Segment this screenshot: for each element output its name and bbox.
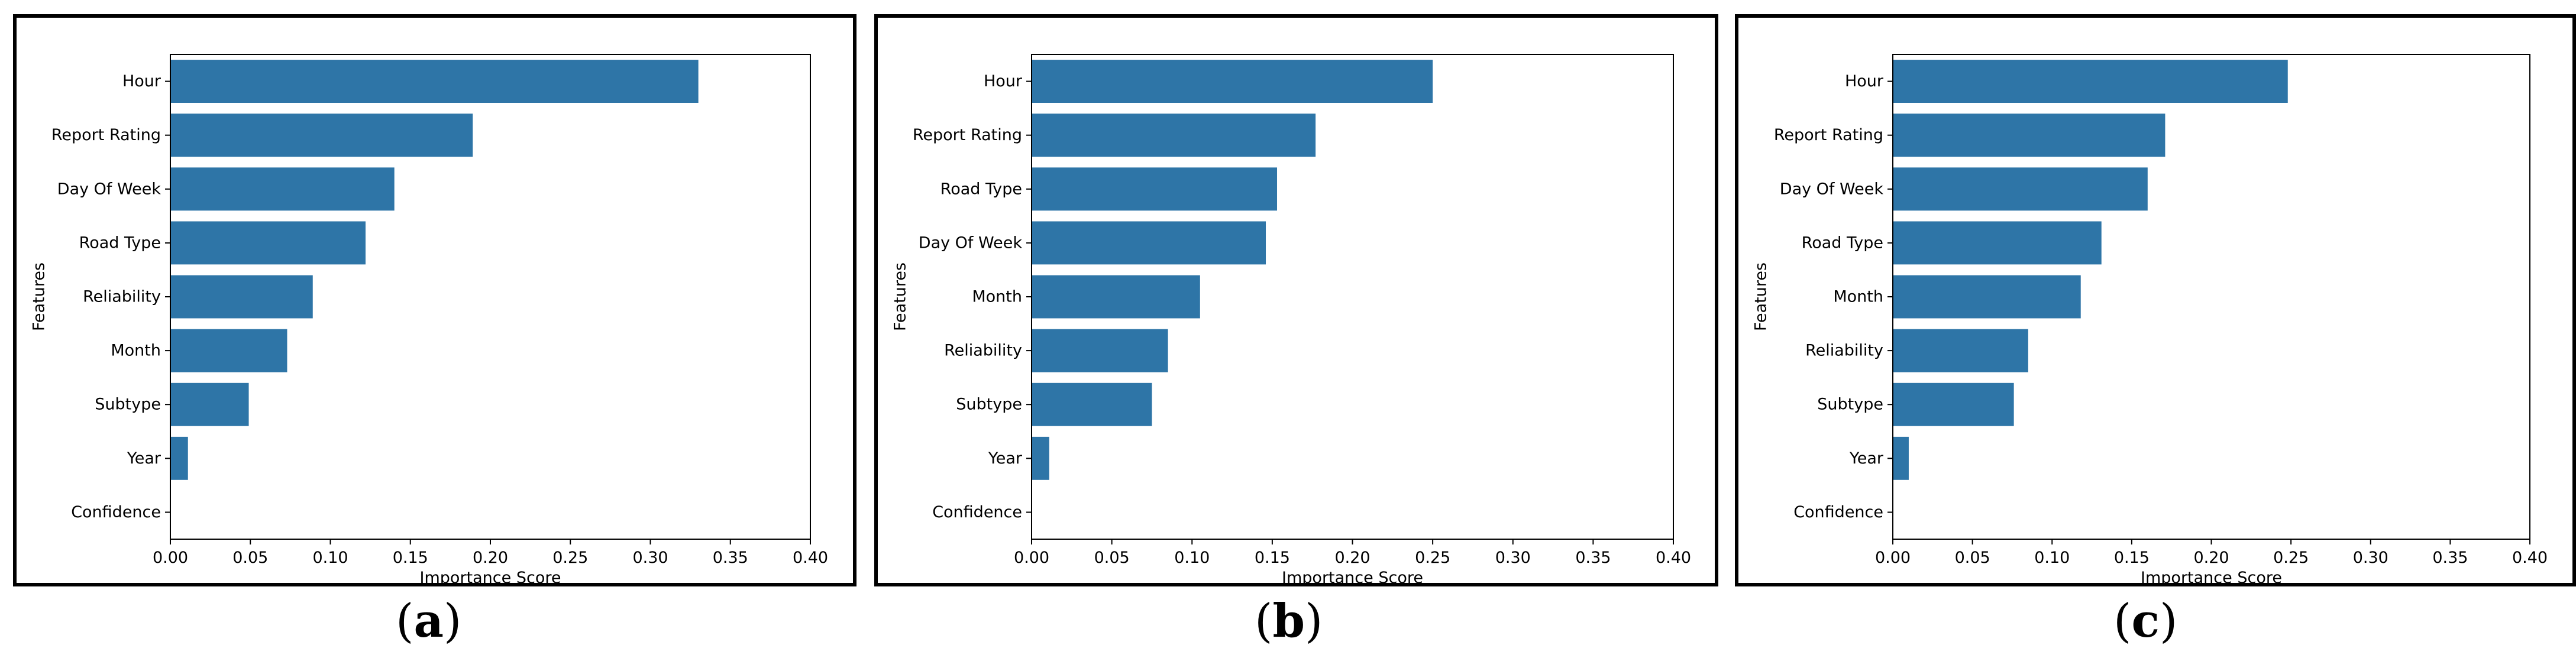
x-tick-label: 0.10 bbox=[1174, 549, 1210, 567]
y-tick-label: Subtype bbox=[95, 396, 161, 414]
bar bbox=[1893, 436, 1909, 480]
x-tick-label: 0.25 bbox=[552, 549, 588, 567]
y-tick-label: Year bbox=[1849, 449, 1884, 468]
x-axis-label: Importance Score bbox=[420, 569, 561, 583]
y-tick-label: Hour bbox=[984, 72, 1023, 90]
y-tick-label: Road Type bbox=[940, 180, 1022, 198]
plot-frame bbox=[1031, 54, 1674, 540]
y-tick-label: Road Type bbox=[79, 234, 161, 252]
bar bbox=[170, 382, 249, 426]
caption-c: (c) bbox=[2113, 594, 2178, 648]
y-tick-label: Month bbox=[1833, 288, 1883, 306]
x-tick-label: 0.30 bbox=[2353, 549, 2388, 567]
bar bbox=[170, 275, 313, 319]
bar bbox=[1032, 275, 1200, 319]
y-tick-label: Subtype bbox=[956, 396, 1022, 414]
x-tick-label: 0.25 bbox=[1415, 549, 1450, 567]
chart-c: Hour Report Rating Day Of Week Road Type Mon… bbox=[1752, 54, 2548, 583]
bar bbox=[170, 167, 395, 211]
x-tick-label: 0.10 bbox=[2034, 549, 2070, 567]
y-tick-label: Subtype bbox=[1817, 396, 1883, 414]
x-tick-label: 0.15 bbox=[2114, 549, 2150, 567]
x-tick-label: 0.40 bbox=[1656, 549, 1691, 567]
y-tick-label: Report Rating bbox=[913, 126, 1022, 144]
y-tick-label: Reliability bbox=[944, 342, 1022, 360]
y-tick-label: Year bbox=[127, 449, 161, 468]
x-tick-label: 0.00 bbox=[153, 549, 188, 567]
y-tick-label: Report Rating bbox=[1774, 126, 1883, 144]
x-tick-label: 0.20 bbox=[1334, 549, 1370, 567]
bar bbox=[1032, 60, 1433, 103]
plot-frame bbox=[170, 54, 811, 540]
bar bbox=[170, 114, 473, 157]
bar bbox=[1893, 221, 2102, 265]
chart-a: Hour Report Rating Day Of Week Road Type Rel… bbox=[30, 54, 828, 583]
bar bbox=[1893, 60, 2288, 103]
y-tick-label: Road Type bbox=[1802, 234, 1883, 252]
y-tick-label: Day Of Week bbox=[57, 180, 161, 198]
chart-panel-c: Hour Report Rating Day Of Week Road Type Mon… bbox=[1735, 14, 2576, 586]
x-tick-label: 0.25 bbox=[2273, 549, 2309, 567]
x-tick-label: 0.40 bbox=[793, 549, 828, 567]
x-tick-label: 0.35 bbox=[1575, 549, 1611, 567]
chart-panel-a: Hour Report Rating Day Of Week Road Type Rel… bbox=[13, 14, 856, 586]
y-tick-label: Year bbox=[988, 449, 1023, 468]
caption-b: (b) bbox=[1255, 594, 1323, 648]
x-tick-label: 0.20 bbox=[2193, 549, 2229, 567]
x-tick-label: 0.05 bbox=[232, 549, 268, 567]
y-axis-label: Features bbox=[1752, 262, 1770, 331]
y-tick-label: Day Of Week bbox=[1780, 180, 1884, 198]
x-tick-label: 0.30 bbox=[632, 549, 668, 567]
y-tick-label: Hour bbox=[122, 72, 161, 90]
x-tick-label: 0.40 bbox=[2512, 549, 2548, 567]
x-tick-label: 0.20 bbox=[473, 549, 508, 567]
y-tick-label: Month bbox=[972, 288, 1022, 306]
bar bbox=[1893, 167, 2148, 211]
bar bbox=[1032, 382, 1152, 426]
bar bbox=[1893, 382, 2014, 426]
y-tick-label: Hour bbox=[1845, 72, 1884, 90]
x-tick-label: 0.10 bbox=[312, 549, 348, 567]
x-tick-label: 0.00 bbox=[1875, 549, 1911, 567]
y-tick-label: Month bbox=[111, 342, 161, 360]
x-tick-label: 0.35 bbox=[2432, 549, 2468, 567]
plot-frame bbox=[1892, 54, 2530, 540]
bar bbox=[1032, 114, 1316, 157]
y-tick-label: Reliability bbox=[1805, 342, 1883, 360]
y-axis-label: Features bbox=[30, 262, 49, 331]
bar bbox=[1032, 329, 1168, 372]
chart-b: Hour Report Rating Road Type Day Of Week Mon… bbox=[891, 54, 1691, 583]
x-tick-label: 0.00 bbox=[1014, 549, 1049, 567]
y-tick-label: Confidence bbox=[71, 503, 161, 521]
y-tick-label: Confidence bbox=[1793, 503, 1883, 521]
x-tick-label: 0.30 bbox=[1495, 549, 1531, 567]
y-tick-label: Report Rating bbox=[51, 126, 161, 144]
bar bbox=[170, 60, 699, 103]
bar bbox=[170, 329, 287, 372]
bar bbox=[1893, 329, 2028, 372]
x-tick-label: 0.15 bbox=[393, 549, 428, 567]
x-axis-label: Importance Score bbox=[2141, 569, 2282, 583]
x-tick-label: 0.05 bbox=[1955, 549, 1990, 567]
bar bbox=[170, 221, 366, 265]
x-axis-label: Importance Score bbox=[1282, 569, 1423, 583]
bar bbox=[1032, 436, 1049, 480]
y-tick-label: Reliability bbox=[83, 288, 161, 306]
chart-panel-b: Hour Report Rating Road Type Day Of Week Mon… bbox=[874, 14, 1718, 586]
bar bbox=[1032, 167, 1278, 211]
bar bbox=[1032, 221, 1266, 265]
caption-a: (a) bbox=[396, 594, 462, 648]
x-tick-label: 0.15 bbox=[1255, 549, 1290, 567]
bar bbox=[1893, 114, 2165, 157]
x-tick-label: 0.05 bbox=[1094, 549, 1130, 567]
bar bbox=[170, 436, 188, 480]
y-tick-label: Day Of Week bbox=[919, 234, 1023, 252]
bar bbox=[1893, 275, 2081, 319]
y-axis-label: Features bbox=[891, 262, 910, 331]
y-tick-label: Confidence bbox=[932, 503, 1022, 521]
x-tick-label: 0.35 bbox=[713, 549, 748, 567]
